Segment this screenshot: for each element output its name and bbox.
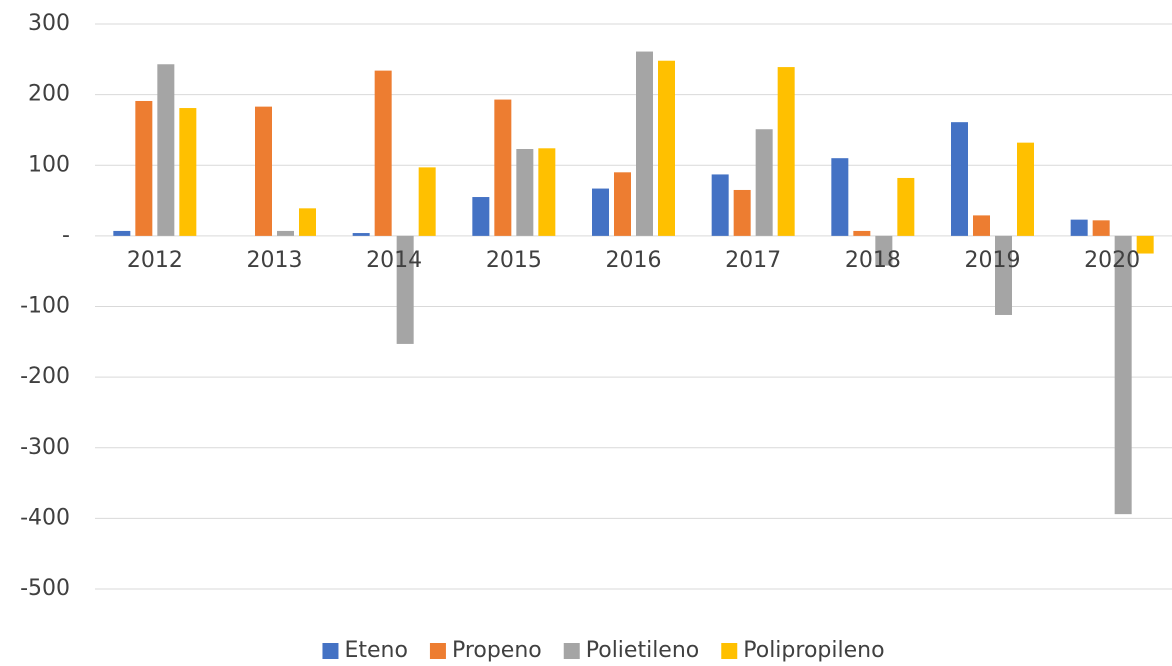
y-tick-label: 200 — [28, 82, 70, 107]
bar — [135, 100, 153, 236]
bar — [853, 230, 871, 236]
bar — [113, 230, 131, 236]
x-tick-label: 2012 — [127, 248, 183, 273]
bar — [352, 233, 370, 236]
x-tick-label: 2014 — [366, 248, 422, 273]
bar — [973, 215, 990, 236]
y-tick-label: -400 — [20, 505, 70, 530]
bar — [299, 208, 316, 236]
bar — [711, 174, 729, 236]
bar — [157, 64, 175, 236]
bar — [1070, 219, 1088, 236]
y-tick-label: -200 — [20, 364, 70, 389]
x-tick-label: 2020 — [1084, 248, 1140, 273]
bar — [1017, 142, 1034, 236]
y-tick-label: -300 — [20, 435, 70, 460]
x-tick-label: 2017 — [725, 248, 781, 273]
x-tick-label: 2019 — [965, 248, 1021, 273]
bar — [255, 106, 272, 236]
y-tick-label: 100 — [28, 152, 70, 177]
bar — [538, 148, 556, 236]
bar — [755, 129, 773, 236]
bar — [1092, 220, 1110, 236]
bar — [614, 172, 631, 236]
bar — [396, 235, 414, 344]
bar — [875, 235, 893, 266]
bar — [472, 197, 490, 236]
y-tick-label: - — [62, 223, 70, 248]
bar — [658, 60, 675, 236]
x-tick-label: 2013 — [247, 248, 303, 273]
bar — [277, 230, 294, 236]
bar — [777, 67, 795, 236]
x-tick-label: 2016 — [606, 248, 662, 273]
y-tick-label: 300 — [28, 11, 70, 36]
bar — [374, 70, 392, 236]
bar — [418, 167, 436, 236]
x-tick-label: 2015 — [486, 248, 542, 273]
legend-label: Eteno — [344, 638, 407, 663]
bar — [494, 99, 512, 236]
bar — [1114, 235, 1132, 515]
bar — [179, 108, 197, 236]
bar — [951, 122, 968, 236]
bar — [636, 51, 653, 236]
legend-label: Polietileno — [586, 638, 700, 663]
y-tick-label: -500 — [20, 576, 70, 601]
bar — [516, 149, 534, 236]
legend-swatch — [563, 643, 580, 659]
bar — [831, 158, 849, 236]
bar — [897, 177, 915, 236]
y-tick-label: -100 — [20, 294, 70, 319]
bar — [1136, 235, 1154, 254]
legend: Eteno Propeno Polietileno Polipropileno — [322, 638, 885, 663]
x-tick-label: 2018 — [845, 248, 901, 273]
legend-label: Polipropileno — [743, 638, 884, 663]
legend-swatch — [721, 643, 738, 659]
bar — [995, 235, 1012, 315]
bar — [592, 188, 609, 236]
legend-swatch — [322, 643, 339, 659]
bar — [733, 189, 751, 236]
legend-swatch — [429, 643, 446, 659]
legend-label: Propeno — [452, 638, 542, 663]
